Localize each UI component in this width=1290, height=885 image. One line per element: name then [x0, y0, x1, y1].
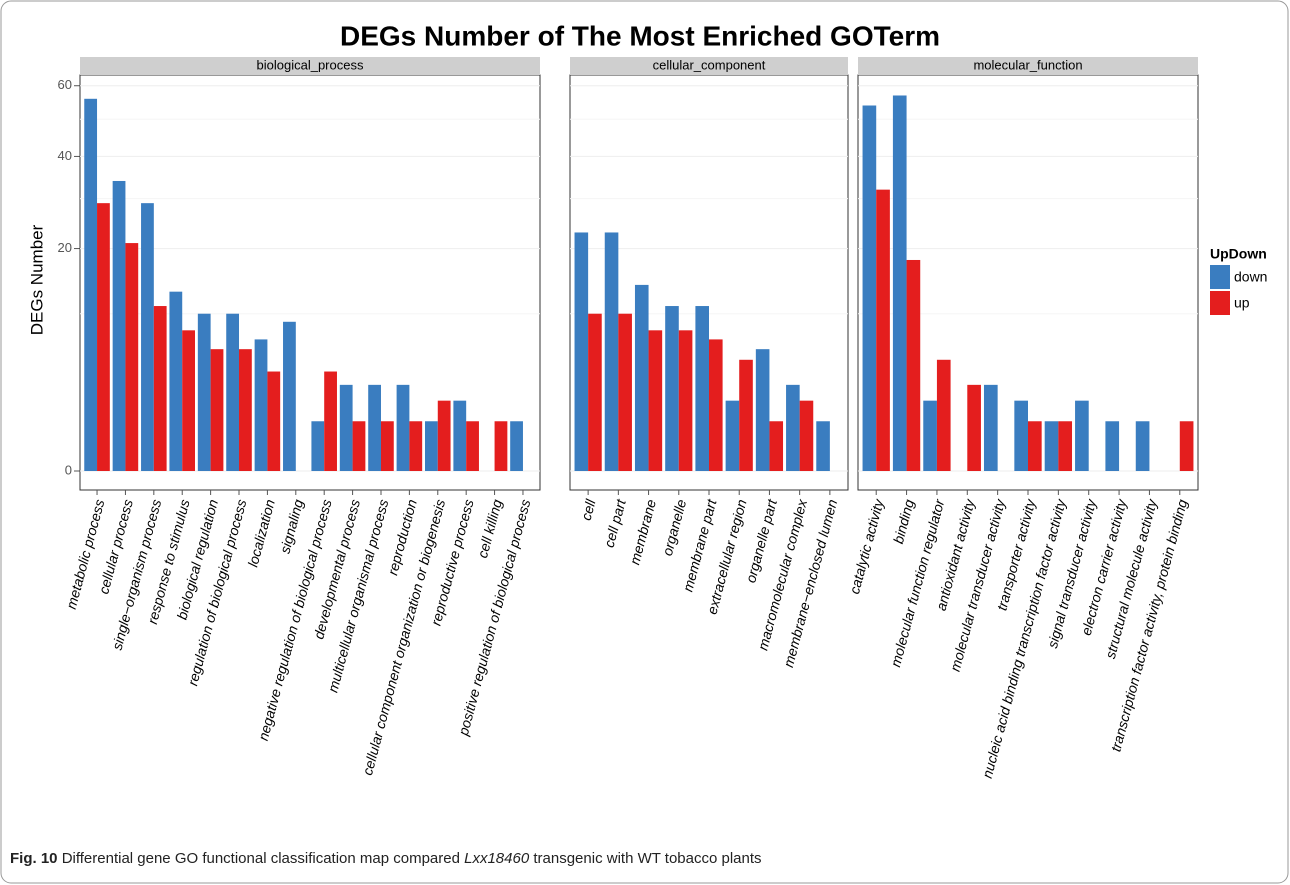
bar [84, 98, 98, 472]
bar [380, 421, 394, 471]
chart-title: DEGs Number of The Most Enriched GOTerm [340, 20, 940, 51]
bar [425, 421, 438, 471]
strip-label: cellular_component [653, 57, 766, 72]
bar [739, 359, 753, 471]
bar [339, 384, 353, 471]
bar [396, 384, 410, 471]
bar [153, 306, 167, 471]
bar [892, 95, 907, 471]
bar [604, 232, 619, 471]
bar [169, 291, 183, 471]
bar [1028, 421, 1042, 471]
bar [648, 330, 663, 471]
y-tick-label: 0 [65, 462, 72, 477]
bar [574, 232, 589, 471]
x-tick-label: signaling [277, 497, 307, 555]
bar [97, 203, 110, 471]
bar [466, 421, 479, 471]
caption-label: Fig. 10 [10, 850, 58, 867]
x-tick-label: catalytic activity [846, 497, 887, 596]
bar [799, 400, 814, 471]
bar [112, 180, 126, 471]
bar [786, 384, 800, 471]
bar [494, 421, 508, 471]
bar [453, 400, 467, 471]
bar [1135, 421, 1150, 471]
legend-key [1210, 265, 1230, 289]
legend-label: down [1234, 269, 1267, 285]
bar [665, 306, 679, 471]
bar [409, 421, 423, 471]
y-tick-label: 40 [58, 148, 72, 163]
x-tick-label: localization [245, 497, 278, 568]
bar [125, 243, 139, 471]
bar [239, 349, 252, 471]
bar [983, 384, 998, 471]
bar [254, 339, 268, 471]
bar [967, 384, 981, 471]
bar [226, 313, 240, 471]
bar [368, 384, 381, 471]
y-tick-label: 60 [58, 77, 72, 92]
bar [862, 105, 877, 471]
bar [210, 349, 224, 471]
bar [876, 189, 890, 472]
bar [510, 421, 523, 471]
legend-key [1210, 291, 1230, 315]
legend-title: UpDown [1210, 246, 1267, 262]
x-tick-label: cell [578, 497, 599, 522]
bar [936, 359, 951, 471]
x-tick-label: membrane [626, 497, 659, 566]
bar [352, 421, 366, 471]
bar [182, 330, 195, 471]
bar [755, 349, 770, 471]
caption-text: transgenic with WT tobacco plants [533, 850, 762, 867]
x-tick-label: binding [890, 497, 917, 545]
strip-label: biological_process [257, 57, 364, 72]
legend-label: up [1234, 295, 1250, 311]
bar [1075, 400, 1089, 471]
strip-label: molecular_function [973, 57, 1082, 72]
bar [769, 421, 784, 471]
bar [324, 371, 337, 471]
bar [588, 313, 602, 471]
bar [816, 421, 830, 471]
caption: Fig. 10 Differential gene GO functional … [10, 850, 762, 867]
bar [141, 203, 154, 471]
strip [858, 57, 1198, 75]
bar [725, 400, 740, 471]
bar [1179, 421, 1194, 471]
caption-italic: Lxx18460 [464, 850, 530, 867]
x-tick-label: cell part [601, 497, 629, 550]
bar [923, 400, 937, 471]
caption-text: Differential gene GO functional classifi… [61, 850, 460, 867]
bar [311, 421, 325, 471]
bar [1058, 421, 1073, 471]
bar [1014, 400, 1028, 471]
bar [709, 339, 723, 471]
bar [634, 284, 649, 471]
bar [1044, 421, 1059, 471]
bar [1105, 421, 1120, 471]
x-tick-label: organelle [659, 497, 689, 557]
strip [80, 57, 540, 75]
bar [618, 313, 632, 471]
bar [437, 400, 451, 471]
strip [570, 57, 848, 75]
bar [267, 371, 281, 471]
bar [197, 313, 211, 471]
bar [283, 321, 296, 471]
bar [678, 330, 693, 471]
y-tick-label: 20 [58, 240, 72, 255]
bar [906, 259, 921, 471]
x-tick-label: cell killing [474, 497, 505, 559]
y-axis-label: DEGs Number [27, 224, 46, 335]
bar [695, 306, 709, 471]
